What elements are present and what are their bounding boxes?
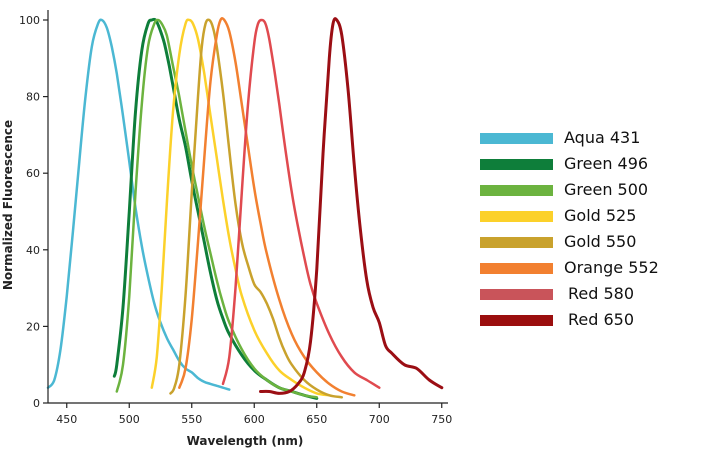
x-tick-label: 700 [369,413,390,426]
x-tick-label: 500 [119,413,140,426]
x-tick-label: 550 [181,413,202,426]
y-axis-title: Normalized Fluorescence [1,120,15,290]
legend-swatch [480,211,553,222]
x-tick-label: 650 [306,413,327,426]
legend-label: Gold 550 [564,232,637,251]
series-red-580 [221,18,381,389]
series-gold-550 [169,18,344,399]
y-tick-label: 60 [26,167,40,180]
y-tick-label: 100 [19,14,40,27]
legend-swatch [480,185,553,196]
legend-label: Orange 552 [564,258,659,277]
legend-swatch [480,133,553,144]
legend-label: Green 500 [564,180,649,199]
y-tick-label: 20 [26,320,40,333]
legend-label: Red 580 [568,284,635,303]
series-gold-525 [150,18,331,397]
y-tick-label: 0 [33,397,40,410]
series-green-500 [115,18,319,399]
legend-swatch [480,289,553,300]
y-tick-label: 40 [26,244,40,257]
legend-swatch [480,315,553,326]
legend-swatch [480,263,553,274]
series-red-650 [259,17,444,395]
series-lines [46,17,444,400]
x-tick-label: 450 [56,413,77,426]
legend-swatch [480,237,553,248]
x-axis-ticks: 450 500 550 600 650 700 750 [56,403,452,426]
x-tick-label: 750 [431,413,452,426]
legend-label: Red 650 [568,310,635,329]
y-tick-label: 80 [26,91,40,104]
legend-label: Aqua 431 [564,128,641,147]
legend-label: Gold 525 [564,206,637,225]
x-tick-label: 600 [244,413,265,426]
legend-label: Green 496 [564,154,649,173]
legend-swatch [480,159,553,170]
y-axis-ticks: 0 20 40 60 80 100 [19,14,48,410]
x-axis-title: Wavelength (nm) [187,434,304,448]
